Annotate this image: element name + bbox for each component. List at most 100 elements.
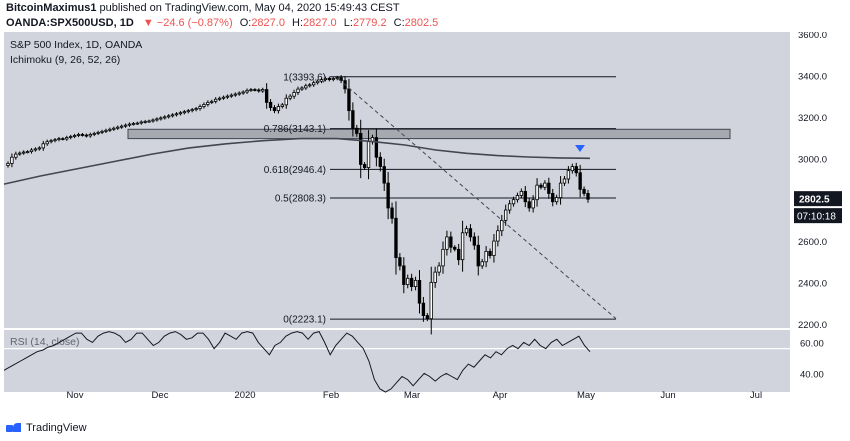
candle <box>284 94 288 109</box>
candle <box>394 201 398 275</box>
candle <box>586 189 590 203</box>
candle-body <box>143 121 147 123</box>
price-chart[interactable]: 3600.03400.03200.03000.02800.02600.02400… <box>0 32 850 414</box>
candle-body <box>413 279 418 288</box>
candle <box>558 176 563 205</box>
candle-body <box>304 85 308 89</box>
tradingview-footer[interactable]: TradingView <box>6 422 87 434</box>
countdown-label: 07:10:18 <box>797 212 836 223</box>
candle <box>119 124 124 129</box>
candle-body <box>402 265 406 285</box>
candle-body <box>319 79 324 82</box>
tradingview-logo-icon <box>6 423 22 433</box>
candle-body <box>139 121 143 124</box>
candle <box>143 119 147 124</box>
candle <box>280 102 284 109</box>
candle <box>468 224 473 242</box>
candle-body <box>96 131 100 134</box>
y-tick-label: 2200.0 <box>798 320 827 331</box>
candle <box>104 128 108 134</box>
candle-body <box>421 302 426 316</box>
y-tick-label: 2600.0 <box>798 237 827 248</box>
candle <box>539 183 543 190</box>
candle-body <box>417 279 422 304</box>
candle <box>174 112 179 117</box>
close-value: 2802.5 <box>404 17 439 29</box>
candle <box>472 232 477 250</box>
candle <box>308 83 312 88</box>
candle <box>484 246 488 268</box>
candle <box>214 97 218 104</box>
candle <box>319 77 324 84</box>
candle <box>41 140 45 151</box>
candle-body <box>582 188 586 194</box>
x-tick-label: 2020 <box>234 390 255 401</box>
candle-body <box>182 111 187 114</box>
candle <box>167 114 171 119</box>
candle-body <box>14 153 18 158</box>
candle <box>18 151 22 156</box>
candle-body <box>61 138 65 141</box>
candle-body <box>6 163 10 166</box>
candle-body <box>382 166 386 184</box>
candle <box>566 166 571 184</box>
candle <box>49 139 53 144</box>
candle <box>61 137 65 141</box>
candle-body <box>65 137 69 140</box>
candle <box>139 120 143 125</box>
candle-body <box>331 78 335 81</box>
candle <box>511 196 516 207</box>
candle-body <box>237 92 241 95</box>
candle <box>562 176 567 187</box>
author-name[interactable]: BitcoinMaximus1 <box>6 2 97 14</box>
candle-body <box>445 236 449 250</box>
candle <box>37 146 42 151</box>
candle <box>182 110 187 115</box>
candle <box>500 214 504 237</box>
symbol-name: OANDA:SPX500USD, 1D <box>6 17 134 29</box>
candle-body <box>194 108 198 111</box>
candle <box>433 266 437 288</box>
candle <box>429 266 433 335</box>
candle-body <box>33 148 38 151</box>
candle-body <box>496 230 500 242</box>
candle-body <box>37 147 42 150</box>
candle-body <box>433 271 437 283</box>
candle-body <box>390 207 394 219</box>
candle <box>155 117 159 122</box>
candle <box>335 75 339 81</box>
candle <box>163 115 167 120</box>
candle <box>449 231 453 253</box>
candle <box>351 102 355 137</box>
candle-body <box>543 182 547 188</box>
candle-body <box>468 228 473 238</box>
candle <box>496 225 500 247</box>
candle <box>135 121 139 125</box>
fib-label: 0.618(2946.4) <box>264 165 326 176</box>
candle-body <box>406 277 410 285</box>
countdown-tag <box>794 208 842 224</box>
candle <box>276 103 281 114</box>
candle <box>406 274 410 289</box>
open-value: 2827.0 <box>251 17 285 29</box>
candle <box>194 106 198 112</box>
candle-body <box>570 166 574 172</box>
moving-average-line <box>3 137 591 185</box>
candle <box>116 125 120 130</box>
candle-body <box>202 104 206 107</box>
candle-body <box>167 115 171 118</box>
candle-body <box>453 246 457 250</box>
candle-body <box>327 77 332 81</box>
candle-body <box>257 89 261 92</box>
price-tag <box>794 191 842 207</box>
y-tick-label: 3000.0 <box>798 154 827 165</box>
candle-body <box>315 80 320 84</box>
candle <box>268 99 273 111</box>
publisher-line: BitcoinMaximus1 published on TradingView… <box>6 2 400 14</box>
candle <box>554 194 559 205</box>
candle <box>519 188 524 199</box>
candle-body <box>119 125 124 128</box>
candle-body <box>472 236 477 246</box>
candle-body <box>135 122 139 125</box>
price-change: ▼ −24.6 (−0.87%) <box>143 17 233 29</box>
